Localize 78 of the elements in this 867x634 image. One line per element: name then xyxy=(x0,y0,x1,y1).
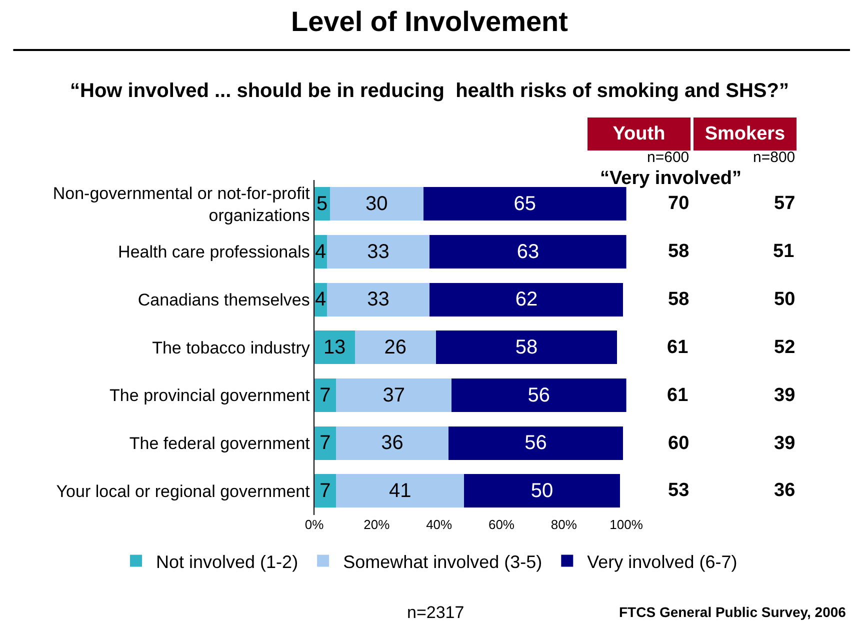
data-label: 33 xyxy=(367,240,390,263)
text: 53 xyxy=(668,480,690,501)
data-label: 58 xyxy=(515,336,538,358)
data-label: 36 xyxy=(381,432,404,454)
text: n=600 xyxy=(647,149,690,166)
data-label: 30 xyxy=(366,192,388,215)
text: 61 xyxy=(667,385,689,406)
text: 52 xyxy=(774,337,796,358)
x-tick-label: 0% xyxy=(304,516,324,532)
y-tick-label: The tobacco industry xyxy=(152,338,310,358)
bar xyxy=(430,282,624,316)
data-label: 62 xyxy=(515,288,538,311)
annotation: “Very involved” xyxy=(600,168,742,189)
text: 50 xyxy=(774,289,796,310)
legend-label: Not involved (1-2) xyxy=(156,552,298,572)
chart-title: Level of Involvement xyxy=(291,6,568,37)
y-tick-label: Non-governmental or not-for-profit organizations xyxy=(52,184,310,225)
text: 51 xyxy=(773,241,795,262)
text: n=800 xyxy=(753,149,796,166)
bar xyxy=(354,330,436,364)
chart-subtitle: “How involved ... should be in reducing health risks of smoking and SHS?” xyxy=(70,80,789,102)
bar xyxy=(336,426,448,460)
data-label: 37 xyxy=(382,384,405,406)
bar xyxy=(314,330,355,364)
bar xyxy=(423,187,626,221)
legend-label: Somewhat involved (3-5) xyxy=(343,552,542,572)
data-label: 33 xyxy=(367,288,390,311)
data-label: 56 xyxy=(528,384,550,406)
x-tick-label: 60% xyxy=(488,516,515,532)
bar xyxy=(336,378,452,412)
data-label: 56 xyxy=(524,432,547,454)
text: 39 xyxy=(774,433,796,454)
bar xyxy=(326,235,430,269)
y-tick-label: The federal government xyxy=(129,434,310,454)
data-label: 41 xyxy=(388,480,412,502)
data-label: 63 xyxy=(516,240,540,263)
bar xyxy=(436,330,617,364)
bar xyxy=(430,235,626,269)
text: 60 xyxy=(668,433,690,454)
x-tick-label: 40% xyxy=(426,516,453,532)
text: 58 xyxy=(668,289,690,310)
text: 36 xyxy=(774,480,796,501)
bar xyxy=(336,474,464,508)
text: Smokers xyxy=(704,124,786,144)
data-label: 13 xyxy=(323,336,346,358)
data-label: 4 xyxy=(314,240,326,263)
data-label: 7 xyxy=(320,480,331,502)
text: n=2317 xyxy=(407,603,464,622)
bar xyxy=(448,426,624,460)
y-tick-label: Canadians themselves xyxy=(138,290,310,310)
x-tick-label: 20% xyxy=(364,516,390,532)
data-label: 65 xyxy=(514,192,536,215)
bar xyxy=(314,474,336,508)
text: 58 xyxy=(668,241,690,262)
text: 39 xyxy=(774,385,796,406)
bar xyxy=(464,474,620,508)
text: 61 xyxy=(667,337,689,358)
y-tick-label: The provincial government xyxy=(110,386,310,406)
x-tick-label: 80% xyxy=(550,516,578,532)
data-label: 7 xyxy=(320,384,331,406)
bar xyxy=(326,282,430,316)
text: 70 xyxy=(668,193,690,214)
x-tick-label: 100% xyxy=(610,516,644,532)
data-label: 50 xyxy=(530,480,554,502)
text: 57 xyxy=(774,193,796,214)
data-label: 5 xyxy=(316,192,328,215)
bar xyxy=(330,187,424,221)
bar xyxy=(452,378,626,412)
text: FTCS General Public Survey, 2006 xyxy=(619,604,846,620)
legend-label: Very involved (6-7) xyxy=(587,552,738,572)
y-tick-label: Your local or regional government xyxy=(56,482,310,501)
text: Youth xyxy=(612,124,666,144)
data-label: 4 xyxy=(314,288,326,311)
bar xyxy=(314,378,336,412)
bar xyxy=(314,426,336,460)
data-label: 26 xyxy=(384,336,407,358)
data-label: 7 xyxy=(320,432,331,454)
y-tick-label: Health care professionals xyxy=(118,242,310,262)
